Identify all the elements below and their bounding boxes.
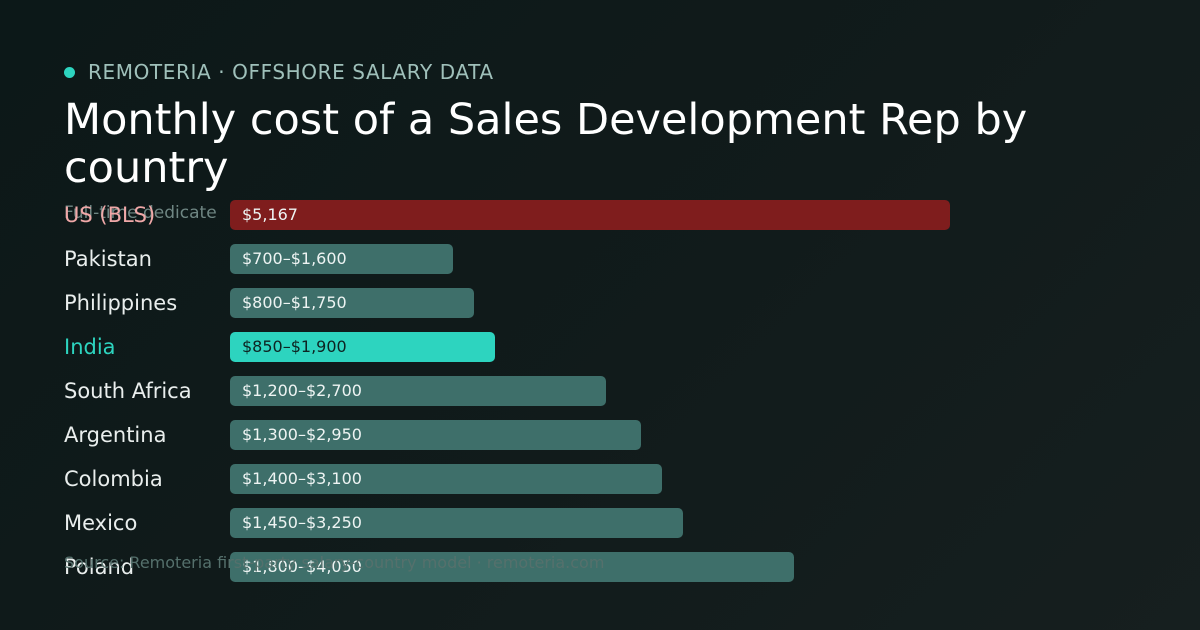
category-label-india: India: [64, 335, 116, 359]
category-label-philippines: Philippines: [64, 291, 178, 315]
chart-source: Source: Remoteria first-party salary-cou…: [64, 553, 605, 572]
bar-philippines: [230, 288, 474, 318]
value-label-philippines: $800–$1,750: [242, 293, 347, 312]
value-label-colombia: $1,400–$3,100: [242, 469, 362, 488]
bar-us-bls: [230, 200, 950, 230]
category-label-argentina: Argentina: [64, 423, 167, 447]
bar-pakistan: [230, 244, 453, 274]
category-label-us-bls: US (BLS): [64, 203, 156, 227]
value-label-poland: $1,800–$4,050: [242, 557, 362, 576]
value-label-us-bls: $5,167: [242, 205, 298, 224]
value-label-south-africa: $1,200–$2,700: [242, 381, 362, 400]
category-label-poland: Poland: [64, 555, 135, 579]
value-label-argentina: $1,300–$2,950: [242, 425, 362, 444]
bar-argentina: [230, 420, 641, 450]
category-label-mexico: Mexico: [64, 511, 138, 535]
chart-subtitle: Full-time dedicate: [64, 203, 217, 223]
bar-colombia: [230, 464, 662, 494]
brand-name: REMOTERIA · OFFSHORE SALARY DATA: [88, 60, 494, 84]
brand-header: REMOTERIA · OFFSHORE SALARY DATA: [64, 60, 494, 84]
bar-india: [230, 332, 495, 362]
value-label-mexico: $1,450–$3,250: [242, 513, 362, 532]
bar-south-africa: [230, 376, 606, 406]
bar-poland: [230, 552, 794, 582]
value-label-india: $850–$1,900: [242, 337, 347, 356]
category-label-colombia: Colombia: [64, 467, 163, 491]
value-label-pakistan: $700–$1,600: [242, 249, 347, 268]
category-label-south-africa: South Africa: [64, 379, 192, 403]
chart-title: Monthly cost of a Sales Development Rep …: [64, 95, 1028, 193]
brand-dot-icon: [64, 66, 75, 78]
bar-mexico: [230, 508, 683, 538]
category-label-pakistan: Pakistan: [64, 247, 152, 271]
